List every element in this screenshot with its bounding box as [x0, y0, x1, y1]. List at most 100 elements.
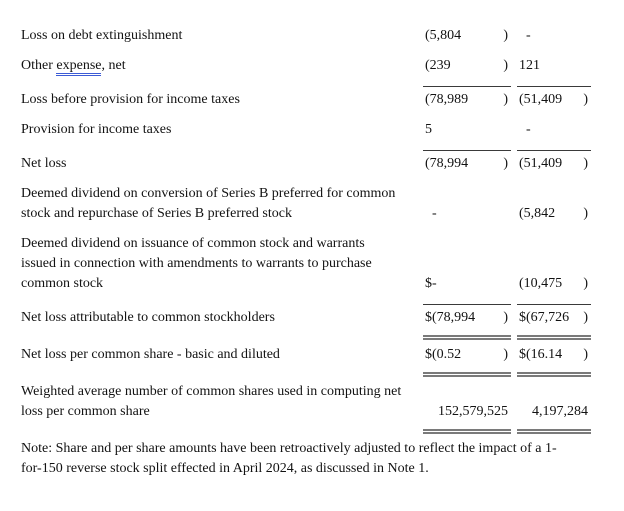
table-row-net-loss-attributable-to-common-stockholders: Net loss attributable to common stockhol…	[21, 304, 616, 328]
label-text: , net	[101, 58, 126, 73]
amount: -	[432, 204, 437, 224]
row-label-line: Other expense, net	[21, 56, 417, 76]
dollar-sign: $	[425, 310, 432, 325]
value-cell-inner: (78,989)	[423, 86, 511, 110]
value-cell-c2: $(16.14)	[517, 345, 591, 365]
amount-value: (10,475	[519, 276, 563, 291]
value-cell-c2: 4,197,284	[517, 402, 591, 422]
value-cell-c1: $(0.52)	[423, 345, 511, 365]
value-cell-inner: 152,579,525	[423, 402, 511, 422]
value-cell-c2: -	[517, 26, 591, 46]
value-cell-inner: $(16.14)	[517, 345, 591, 365]
value-cell-c1: 152,579,525	[423, 402, 511, 422]
value-cell-inner: (5,842)	[517, 204, 591, 224]
note-line: for-150 reverse stock split effected in …	[21, 461, 429, 476]
double-rule-col2	[517, 429, 591, 434]
double-rule-col1	[423, 372, 511, 377]
row-label: Loss on debt extinguishment	[21, 26, 423, 46]
label-text: issued in connection with amendments to …	[21, 256, 372, 271]
amount-value: (239	[425, 58, 451, 73]
row-label-line: Weighted average number of common shares…	[21, 382, 417, 402]
label-text: Weighted average number of common shares…	[21, 384, 402, 399]
value-cell-inner: 5	[423, 120, 511, 140]
double-rule-col1	[423, 335, 511, 340]
amount: (78,989	[425, 90, 468, 110]
amount-value: -	[432, 206, 437, 221]
row-label: Net loss per common share - basic and di…	[21, 345, 423, 365]
label-text: loss per common share	[21, 404, 150, 419]
value-cell-inner: -	[517, 26, 591, 46]
value-cell-c1: (5,804)	[423, 26, 511, 46]
value-cell-c1: 5	[423, 120, 511, 140]
amount-value: (51,409	[519, 92, 563, 107]
value-cell-inner: (51,409)	[517, 86, 591, 110]
amount-value: 5	[425, 122, 432, 137]
amount: (51,409	[519, 90, 562, 110]
value-cell-inner: $(0.52)	[423, 345, 511, 365]
dollar-sign: $	[519, 347, 526, 362]
dollar-sign: $	[425, 276, 432, 291]
closing-paren: )	[503, 310, 508, 325]
value-cell-c1: $(78,994)	[423, 304, 511, 328]
row-label-line: issued in connection with amendments to …	[21, 254, 417, 274]
double-total-rule-row	[21, 372, 616, 377]
financial-statement-table: Loss on debt extinguishment (5,804) - Other…	[21, 26, 616, 434]
value-cell-inner: $(78,994)	[423, 304, 511, 328]
row-label: Weighted average number of common shares…	[21, 382, 423, 422]
value-cell-c1: $-	[423, 274, 511, 294]
value-cell-inner: -	[423, 204, 511, 224]
value-cell-inner: (51,409)	[517, 150, 591, 174]
value-cell-c2: (5,842)	[517, 204, 591, 224]
value-cell-c2: $(67,726)	[517, 304, 591, 328]
value-cell-inner: (10,475)	[517, 274, 591, 294]
amount: $(67,726	[519, 308, 569, 328]
dollar-sign: $	[519, 310, 526, 325]
amount: 152,579,525	[438, 402, 508, 422]
value-cell-inner: (5,804)	[423, 26, 511, 46]
label-text: stock and repurchase of Series B preferr…	[21, 206, 292, 221]
row-label: Deemed dividend on issuance of common st…	[21, 234, 423, 294]
amount: (51,409	[519, 154, 562, 174]
closing-paren: )	[583, 92, 588, 107]
amount-value: 121	[519, 58, 540, 73]
double-total-rule-row	[21, 335, 616, 340]
note-text: Note: Share and per share amounts have b…	[21, 439, 621, 479]
label-text: common stock	[21, 276, 104, 291]
amount-value: -	[526, 28, 531, 43]
table-row-net-loss: Net loss (78,994) (51,409)	[21, 150, 616, 174]
amount: (5,804	[425, 26, 461, 46]
row-label-line: Net loss attributable to common stockhol…	[21, 308, 417, 328]
double-rule-col2	[517, 372, 591, 377]
amount: (239	[425, 56, 451, 76]
closing-paren: )	[583, 206, 588, 221]
note-line: Note: Share and per share amounts have b…	[21, 441, 557, 456]
closing-paren: )	[583, 276, 588, 291]
label-text: Net loss per common share - basic and di…	[21, 347, 280, 362]
amount-value: (78,994	[425, 156, 469, 171]
grammar-underlined-word: expense	[56, 58, 102, 76]
rule-spacer	[21, 372, 423, 377]
value-cell-c1: -	[423, 204, 511, 224]
value-cell-inner: (239)	[423, 56, 511, 76]
value-cell-inner: $-	[423, 274, 511, 294]
amount-value: 4,197,284	[532, 404, 588, 419]
row-label-line: Deemed dividend on conversion of Series …	[21, 184, 417, 204]
double-total-rule-row	[21, 429, 616, 434]
amount: $(16.14	[519, 345, 562, 365]
table-row-deemed-dividend-issuance-common-stock-warrants: Deemed dividend on issuance of common st…	[21, 234, 616, 294]
amount-value: (78,994	[432, 310, 476, 325]
value-cell-inner: 121	[517, 56, 591, 76]
rule-spacer	[21, 335, 423, 340]
table-row-deemed-dividend-conversion-series-b: Deemed dividend on conversion of Series …	[21, 184, 616, 224]
row-label-line: Net loss per common share - basic and di…	[21, 345, 417, 365]
amount-value: (5,842	[519, 206, 556, 221]
double-rule-col1	[423, 429, 511, 434]
amount-value: -	[432, 276, 437, 291]
label-text: Loss before provision for income taxes	[21, 92, 240, 107]
value-cell-c1: (78,994)	[423, 150, 511, 174]
table-row-net-loss-per-common-share-basic-and-diluted: Net loss per common share - basic and di…	[21, 345, 616, 365]
closing-paren: )	[503, 58, 508, 73]
closing-paren: )	[583, 156, 588, 171]
row-label: Net loss attributable to common stockhol…	[21, 308, 423, 328]
value-cell-inner: -	[517, 120, 591, 140]
